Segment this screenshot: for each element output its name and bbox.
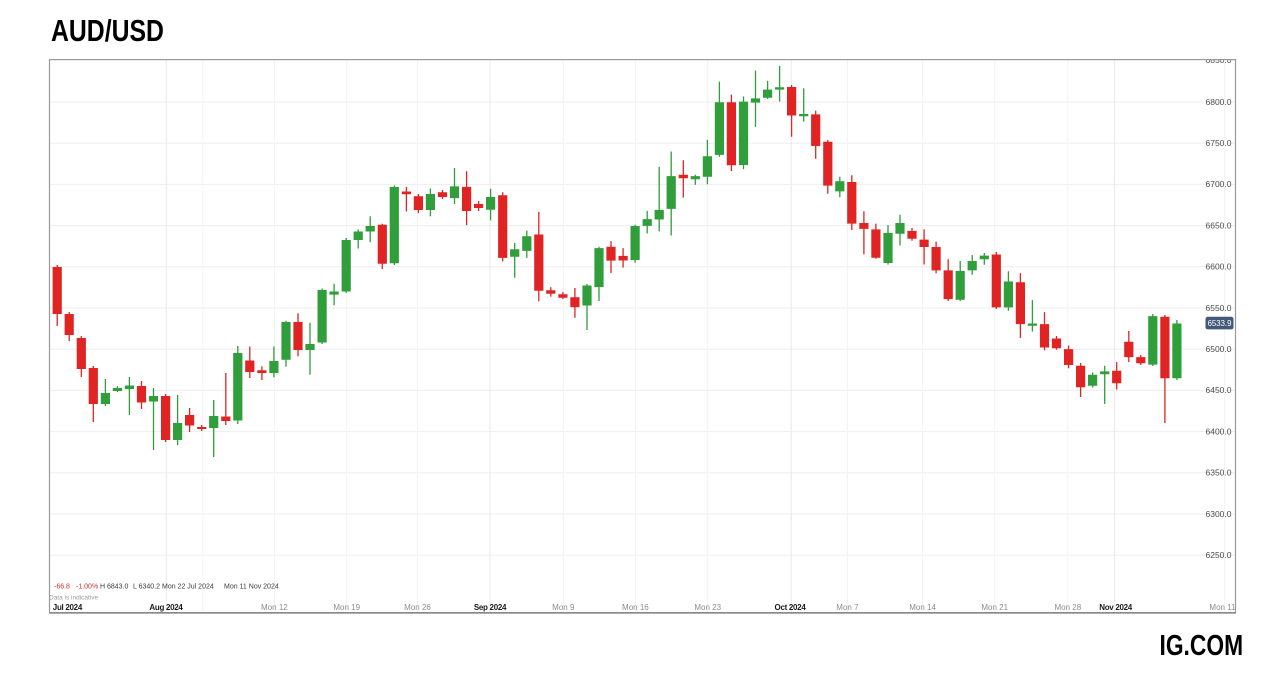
svg-text:6450.0: 6450.0 bbox=[1206, 385, 1232, 395]
svg-text:-66.8: -66.8 bbox=[54, 584, 70, 591]
svg-text:Mon 11 Nov 2024: Mon 11 Nov 2024 bbox=[224, 584, 279, 591]
svg-text:6250.0: 6250.0 bbox=[1206, 550, 1232, 560]
svg-text:Mon 7: Mon 7 bbox=[836, 603, 859, 612]
svg-text:6700.0: 6700.0 bbox=[1206, 179, 1232, 189]
svg-text:6533.9: 6533.9 bbox=[1208, 319, 1232, 328]
svg-text:Mon 16: Mon 16 bbox=[622, 603, 649, 612]
svg-text:6750.0: 6750.0 bbox=[1206, 138, 1232, 148]
svg-text:Mon 28: Mon 28 bbox=[1054, 603, 1081, 612]
svg-text:6500.0: 6500.0 bbox=[1206, 344, 1232, 354]
svg-text:L 6340.2: L 6340.2 bbox=[133, 584, 160, 591]
svg-text:Mon 11: Mon 11 bbox=[1209, 603, 1236, 612]
svg-text:Data is indicative: Data is indicative bbox=[49, 595, 99, 602]
svg-text:H 6843.0: H 6843.0 bbox=[100, 584, 129, 591]
svg-text:6400.0: 6400.0 bbox=[1206, 426, 1232, 436]
svg-text:Mon 22 Jul 2024: Mon 22 Jul 2024 bbox=[162, 584, 214, 591]
svg-text:AUD/USD: AUD/USD bbox=[51, 13, 164, 47]
svg-text:Oct 2024: Oct 2024 bbox=[775, 603, 807, 612]
svg-text:Mon 12: Mon 12 bbox=[261, 603, 288, 612]
svg-text:Nov 2024: Nov 2024 bbox=[1099, 603, 1133, 612]
svg-text:6550.0: 6550.0 bbox=[1206, 303, 1232, 313]
svg-text:Mon 19: Mon 19 bbox=[333, 603, 360, 612]
svg-text:IG.COM: IG.COM bbox=[1160, 631, 1244, 662]
svg-text:Jul 2024: Jul 2024 bbox=[53, 603, 83, 612]
svg-text:Mon 21: Mon 21 bbox=[981, 603, 1008, 612]
svg-text:Aug 2024: Aug 2024 bbox=[149, 603, 183, 612]
svg-text:6350.0: 6350.0 bbox=[1206, 468, 1232, 478]
svg-text:6800.0: 6800.0 bbox=[1206, 97, 1232, 107]
svg-text:-1.00%: -1.00% bbox=[76, 584, 98, 591]
svg-text:6600.0: 6600.0 bbox=[1206, 262, 1232, 272]
svg-text:6300.0: 6300.0 bbox=[1206, 509, 1232, 519]
svg-text:6850.0: 6850.0 bbox=[1206, 55, 1232, 65]
svg-text:Mon 9: Mon 9 bbox=[552, 603, 575, 612]
svg-text:6650.0: 6650.0 bbox=[1206, 220, 1232, 230]
svg-text:Mon 14: Mon 14 bbox=[909, 603, 936, 612]
svg-text:Mon 23: Mon 23 bbox=[694, 603, 721, 612]
svg-text:Sep 2024: Sep 2024 bbox=[474, 603, 507, 612]
svg-text:Mon 26: Mon 26 bbox=[404, 603, 431, 612]
